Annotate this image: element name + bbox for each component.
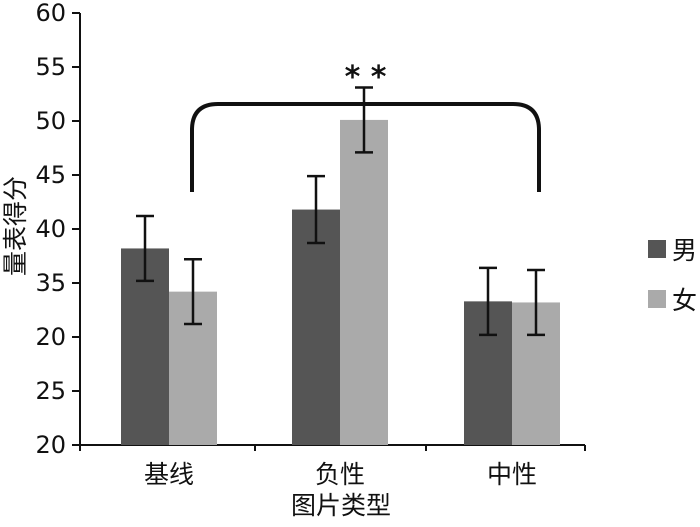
x-tick-label: 中性 — [487, 460, 537, 489]
y-tick-label: 40 — [35, 215, 66, 243]
y-tick-label: 45 — [35, 161, 66, 189]
y-tick-label: 55 — [35, 53, 66, 81]
y-axis-label: 量表得分 — [1, 176, 30, 276]
significance-bracket — [190, 102, 541, 192]
legend-swatch — [648, 240, 666, 258]
x-tick-label: 负性 — [315, 460, 365, 489]
axes: 20 25 20 35 40 45 50 55 60 基线 负性 中性 — [35, 0, 586, 489]
legend-label: 女 — [672, 286, 697, 315]
significance-stars: * * — [345, 60, 387, 95]
bars — [121, 119, 560, 446]
y-tick-label: 20 — [35, 431, 66, 459]
legend-swatch — [648, 290, 666, 308]
legend-label: 男 — [672, 236, 697, 265]
y-tick-label: 25 — [35, 377, 66, 405]
x-axis-label: 图片类型 — [291, 491, 391, 520]
legend: 男女 — [648, 236, 697, 315]
error-bars — [136, 86, 545, 337]
x-tick-label: 基线 — [144, 460, 194, 489]
y-tick-label: 60 — [35, 0, 66, 27]
y-tick-label: 20 — [35, 323, 66, 351]
bar — [340, 119, 388, 446]
y-tick-label: 35 — [35, 269, 66, 297]
y-tick-label: 50 — [35, 107, 66, 135]
bar — [292, 209, 340, 445]
significance-annotation: * * — [190, 60, 541, 192]
